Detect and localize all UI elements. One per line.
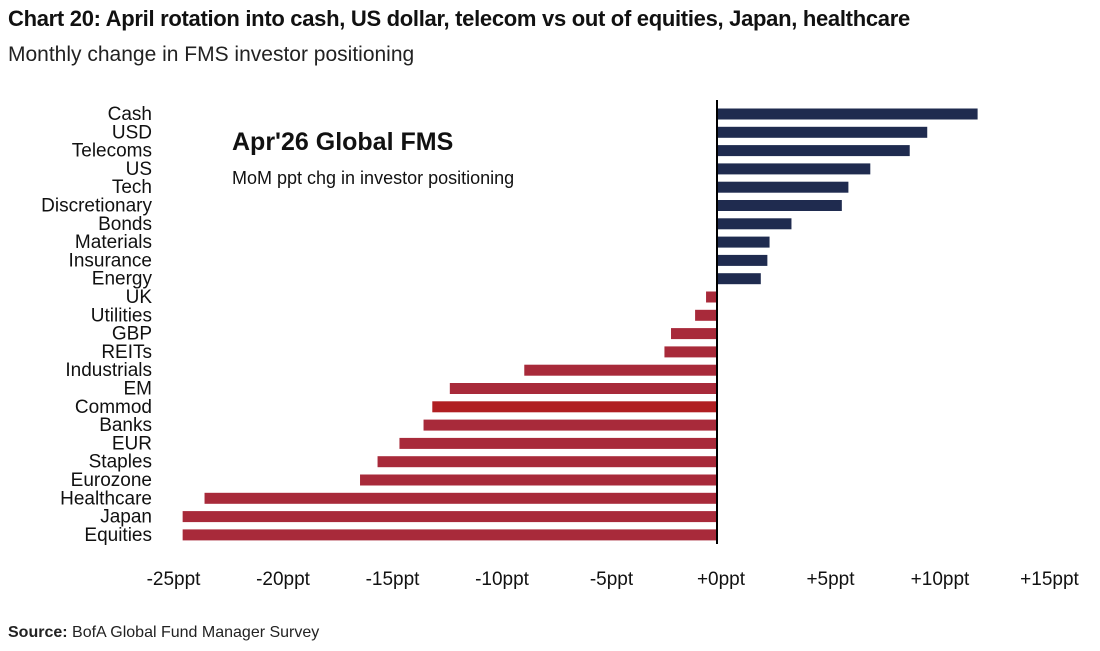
category-label: US [126,159,152,180]
category-label: Japan [100,507,152,528]
category-label: Industrials [65,360,152,381]
category-label: UK [126,287,153,308]
category-label: Energy [92,269,153,290]
bar-eur [399,437,717,449]
bar-telecoms [717,145,910,157]
bar-cash [717,108,978,120]
bar-healthcare [204,492,718,504]
category-label: EUR [112,433,152,454]
category-label: Utilities [91,305,152,326]
bar-discretionary [717,200,842,211]
bar-japan [182,511,717,523]
category-label: Equities [84,525,152,546]
category-label: Cash [108,104,152,125]
source-label: Source: [8,624,68,641]
x-tick-label: +10ppt [911,569,970,590]
category-label: Healthcare [60,488,152,509]
bar-materials [717,236,770,248]
bar-usd [717,126,928,138]
category-label: Commod [75,397,152,418]
bar-commod [432,401,717,413]
category-label: Banks [99,415,152,436]
x-tick-label: -20ppt [256,569,311,590]
bar-banks [423,419,717,431]
category-label: GBP [112,324,152,345]
category-label: EM [124,379,153,400]
bar-staples [377,456,717,468]
bar-gbp [671,328,717,340]
bar-uk [706,291,717,303]
bar-industrials [524,364,717,376]
bar-em [449,383,717,394]
category-label: Insurance [69,250,152,271]
category-label: USD [112,122,152,143]
category-label: Bonds [98,214,152,235]
bar-bonds [717,218,792,230]
x-tick-label: +0ppt [697,569,746,590]
chart-title: Chart 20: April rotation into cash, US d… [8,6,910,31]
bar-energy [717,273,761,285]
chart-annotation-title: Apr'26 Global FMS [232,128,454,156]
bar-us [717,163,871,175]
x-tick-label: +5ppt [806,569,855,590]
category-label: REITs [101,342,152,363]
source-text: BofA Global Fund Manager Survey [72,624,320,641]
bar-eurozone [360,474,717,486]
category-label: Discretionary [41,196,152,217]
category-label: Staples [89,452,152,473]
x-tick-label: -15ppt [366,569,421,590]
category-label: Eurozone [71,470,152,491]
category-label: Tech [112,177,152,198]
x-tick-label: -10ppt [475,569,530,590]
chart-annotation-subtitle: MoM ppt chg in investor positioning [232,168,515,188]
bar-utilities [695,309,717,321]
bar-equities [182,529,717,541]
x-tick-label: -25ppt [147,569,202,590]
x-tick-label: -5ppt [590,569,634,590]
source-note: Source: BofA Global Fund Manager Survey [8,624,319,642]
bar-tech [717,181,849,193]
chart-subtitle: Monthly change in FMS investor positioni… [8,43,415,66]
bar-reits [664,346,717,358]
category-label: Telecoms [72,141,152,162]
x-tick-label: +15ppt [1020,569,1079,590]
category-label: Materials [75,232,152,253]
bar-insurance [717,254,768,266]
